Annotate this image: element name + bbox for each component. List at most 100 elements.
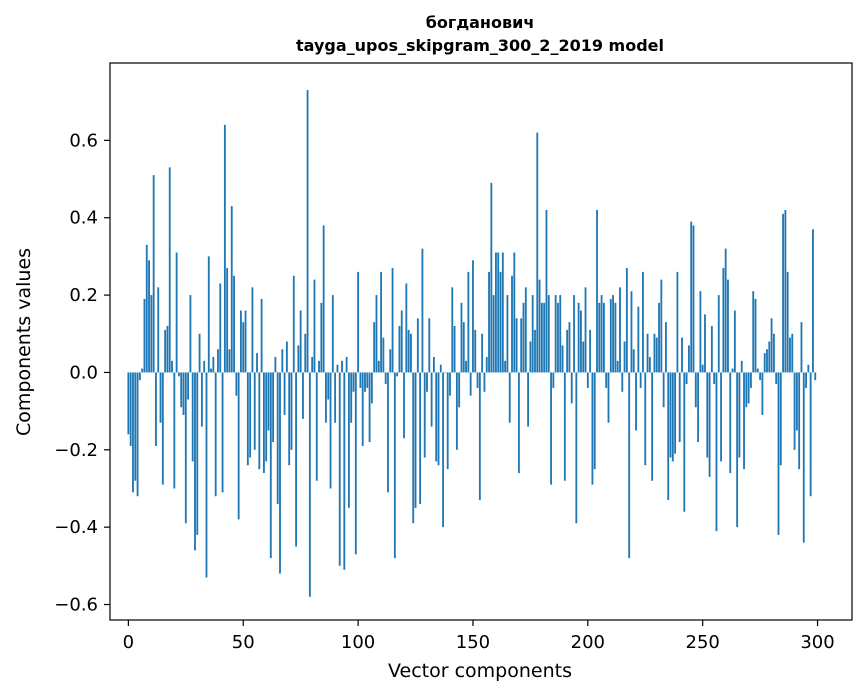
bar (733, 310, 736, 373)
bar (262, 372, 265, 474)
bar (582, 341, 585, 373)
bar (258, 372, 261, 470)
bar (575, 372, 578, 524)
bar (338, 372, 341, 566)
bar (198, 333, 201, 373)
bar (511, 275, 513, 373)
bar (540, 302, 543, 373)
bar (391, 268, 394, 373)
bar (768, 341, 771, 373)
bar (242, 322, 245, 373)
plot-frame (109, 62, 853, 621)
bar (336, 364, 339, 373)
bar (722, 268, 725, 373)
bar (731, 368, 734, 373)
bar (690, 221, 693, 373)
bar (249, 372, 252, 458)
bar (191, 372, 194, 462)
bar (412, 372, 415, 524)
bar (492, 295, 495, 373)
y-tick-label: −0.6 (54, 595, 98, 616)
x-tick-label: 0 (123, 632, 134, 653)
bar (568, 322, 571, 373)
bar (138, 372, 141, 381)
bar (508, 372, 511, 423)
bar (200, 372, 203, 427)
bar (580, 310, 582, 373)
bar (651, 372, 654, 481)
bar (795, 372, 798, 431)
bar (497, 252, 500, 373)
bar (807, 364, 810, 373)
bar (290, 372, 293, 450)
bar (129, 372, 132, 446)
bar (527, 372, 530, 427)
bar (485, 356, 488, 373)
bar (285, 341, 288, 373)
bar (313, 279, 316, 373)
bar (246, 372, 249, 466)
bar (393, 372, 396, 559)
bar (621, 372, 624, 392)
bar (671, 372, 674, 462)
bar (488, 271, 490, 373)
bar (341, 360, 343, 373)
bar (143, 298, 146, 373)
bar (476, 372, 479, 388)
bar (552, 372, 555, 388)
y-tick-label: −0.4 (54, 517, 98, 538)
bar (387, 372, 389, 493)
bar (763, 353, 766, 373)
bar (446, 372, 449, 470)
bar (161, 372, 164, 485)
bar (217, 349, 219, 373)
bar (256, 353, 258, 373)
bar (662, 372, 665, 408)
bar (444, 372, 447, 373)
bar (766, 349, 768, 373)
bar (377, 360, 380, 373)
x-tick-label: 100 (341, 632, 375, 653)
bar (667, 372, 670, 501)
bar (522, 302, 525, 373)
bar (403, 372, 405, 439)
bar (430, 372, 433, 427)
bar (504, 360, 507, 373)
bar (812, 229, 814, 373)
bar (302, 372, 304, 419)
bar (230, 206, 233, 373)
bar (699, 291, 702, 373)
bar (350, 372, 353, 423)
bar (288, 372, 291, 466)
bar (481, 333, 484, 373)
bar (614, 302, 617, 373)
bar (281, 349, 284, 373)
bar (756, 368, 759, 373)
x-axis-ticks: 0 50 100 150 200 250 300 (123, 620, 835, 653)
bar (729, 372, 732, 474)
bar (577, 302, 580, 373)
bar (148, 260, 150, 373)
bar (761, 372, 764, 415)
bar (299, 310, 302, 373)
bar (407, 329, 410, 373)
bar (628, 372, 631, 559)
bar (653, 333, 656, 373)
bar (416, 318, 419, 373)
bar (171, 360, 173, 373)
bar (327, 372, 330, 400)
bar (685, 372, 688, 385)
bar (752, 291, 755, 373)
bar (380, 271, 382, 373)
bar (173, 372, 176, 489)
bar (798, 372, 801, 470)
bar (460, 302, 463, 373)
bar (529, 341, 532, 373)
bar (566, 329, 569, 373)
bar (644, 372, 647, 466)
bar (462, 322, 465, 373)
bar (800, 322, 803, 373)
bar (814, 372, 817, 381)
bar (557, 302, 559, 373)
bar (455, 372, 458, 450)
